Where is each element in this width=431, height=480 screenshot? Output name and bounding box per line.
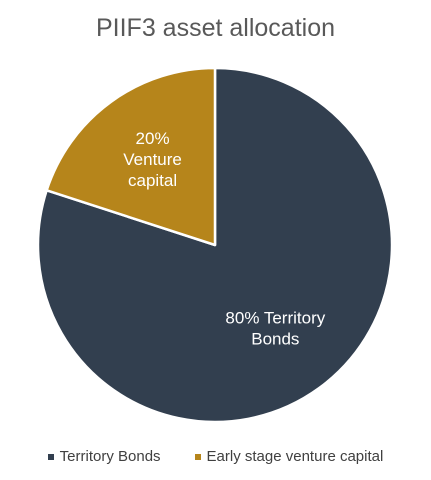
pie-label-territory-bonds-line: 80% Territory <box>225 309 325 328</box>
legend-item-territory-bonds: Territory Bonds <box>47 448 161 465</box>
pie-label-venture-capital: 20% Venture capital <box>123 129 182 190</box>
pie-slice-venture-capital <box>45 66 217 247</box>
legend-label-venture-capital: Early stage venture capital <box>206 448 384 465</box>
legend-label-territory-bonds: Territory Bonds <box>59 448 161 465</box>
pie-slice-territory-bonds <box>36 66 394 424</box>
legend-swatch-venture-capital <box>194 453 201 460</box>
pie-label-territory-bonds: 80% Territory Bonds <box>225 309 325 349</box>
legend-swatch-territory-bonds <box>47 453 54 460</box>
chart-title: PIIF3 asset allocation <box>95 14 335 42</box>
pie-label-venture-capital-line: capital <box>128 171 177 190</box>
pie-label-venture-capital-line: Venture <box>123 150 182 169</box>
chart-legend: Territory Bonds Early stage venture capi… <box>0 448 431 465</box>
pie-label-territory-bonds-line: Bonds <box>251 330 299 349</box>
pie-slice-labels: 80% Territory Bonds 20% Venture capital <box>123 129 325 348</box>
pie-slices <box>36 66 394 424</box>
pie-label-venture-capital-line: 20% <box>136 129 170 148</box>
legend-item-venture-capital: Early stage venture capital <box>194 448 384 465</box>
